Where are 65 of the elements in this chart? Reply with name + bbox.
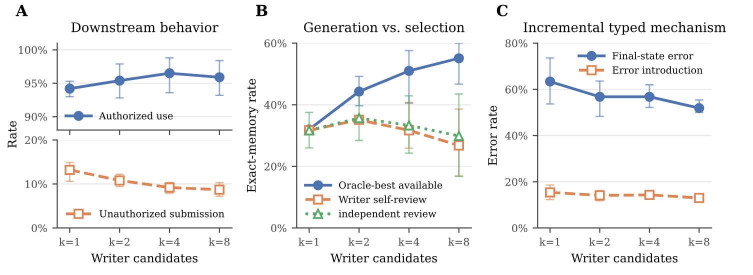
point (594, 92, 605, 102)
x-tick-label: k=2 (348, 238, 369, 246)
x-tick-label: k=2 (589, 238, 610, 246)
x-tick-label: k=8 (688, 238, 710, 246)
point (114, 76, 125, 86)
y-tick-label: 40% (505, 132, 528, 140)
y-tick-label: 0% (271, 224, 286, 232)
x-axis-title: Writer candidates (330, 253, 437, 262)
point (404, 120, 414, 130)
legend-label: Oracle-best available (339, 181, 442, 189)
x-tick-label: k=1 (540, 238, 560, 246)
y-tick-label: 0% (512, 224, 528, 232)
x-tick-label: k=4 (159, 238, 180, 246)
point (404, 66, 414, 76)
text: A (16, 4, 28, 16)
legend-label: Error introduction (612, 66, 703, 74)
legend-label: Final-state error (612, 52, 694, 60)
y-tick-label: 90% (25, 112, 47, 121)
x-tick-label: k=4 (638, 238, 660, 246)
point (164, 68, 175, 78)
legend-label: independent review (338, 210, 436, 220)
chart-title: Downstream behavior (71, 22, 218, 32)
point (64, 164, 75, 175)
y-axis-title: Rate (8, 121, 17, 148)
x-tick-label: k=1 (298, 238, 319, 246)
y-axis-title: Error rate (488, 106, 497, 166)
text: B (256, 4, 268, 16)
x-tick-label: k=1 (59, 238, 80, 246)
y-tick-label: 10% (26, 180, 47, 188)
chart-title: Generation vs. selection (304, 22, 464, 32)
x-tick-label: k=8 (208, 238, 230, 246)
legend-label: Authorized use (98, 112, 173, 120)
legend-label: Unauthorized submission (99, 210, 224, 218)
point (694, 103, 704, 114)
point (544, 76, 556, 87)
chart-title: Incremental typed mechanism (524, 22, 726, 35)
text: C (496, 4, 508, 16)
point (354, 86, 364, 97)
y-tick-label: 20% (505, 178, 528, 186)
y-tick-label: 80% (505, 39, 528, 48)
x-tick-label: k=2 (109, 238, 130, 246)
y-tick-label: 60% (505, 86, 528, 94)
point (214, 184, 225, 195)
point (644, 190, 655, 200)
y-tick-label: 100% (18, 46, 47, 54)
y-tick-label: 20% (264, 162, 286, 170)
legend-label: Writer self-review (338, 196, 427, 204)
point (454, 140, 464, 150)
point (454, 53, 464, 64)
point (694, 192, 704, 204)
point (644, 92, 655, 102)
x-tick-label: k=4 (398, 238, 420, 246)
y-tick-label: 95% (25, 80, 47, 88)
point (454, 130, 464, 141)
x-axis-title: Writer candidates (91, 253, 198, 262)
x-axis-title: Writer candidates (571, 253, 678, 262)
point (214, 72, 225, 82)
y-tick-label: 60% (264, 39, 286, 48)
y-tick-label: 20% (25, 136, 47, 144)
point (544, 187, 556, 198)
y-tick-label: 0% (32, 224, 47, 232)
point (64, 84, 75, 94)
y-axis-title: Exact-memory rate (247, 78, 258, 192)
x-tick-label: k=8 (448, 238, 470, 246)
y-tick-label: 40% (264, 101, 286, 109)
